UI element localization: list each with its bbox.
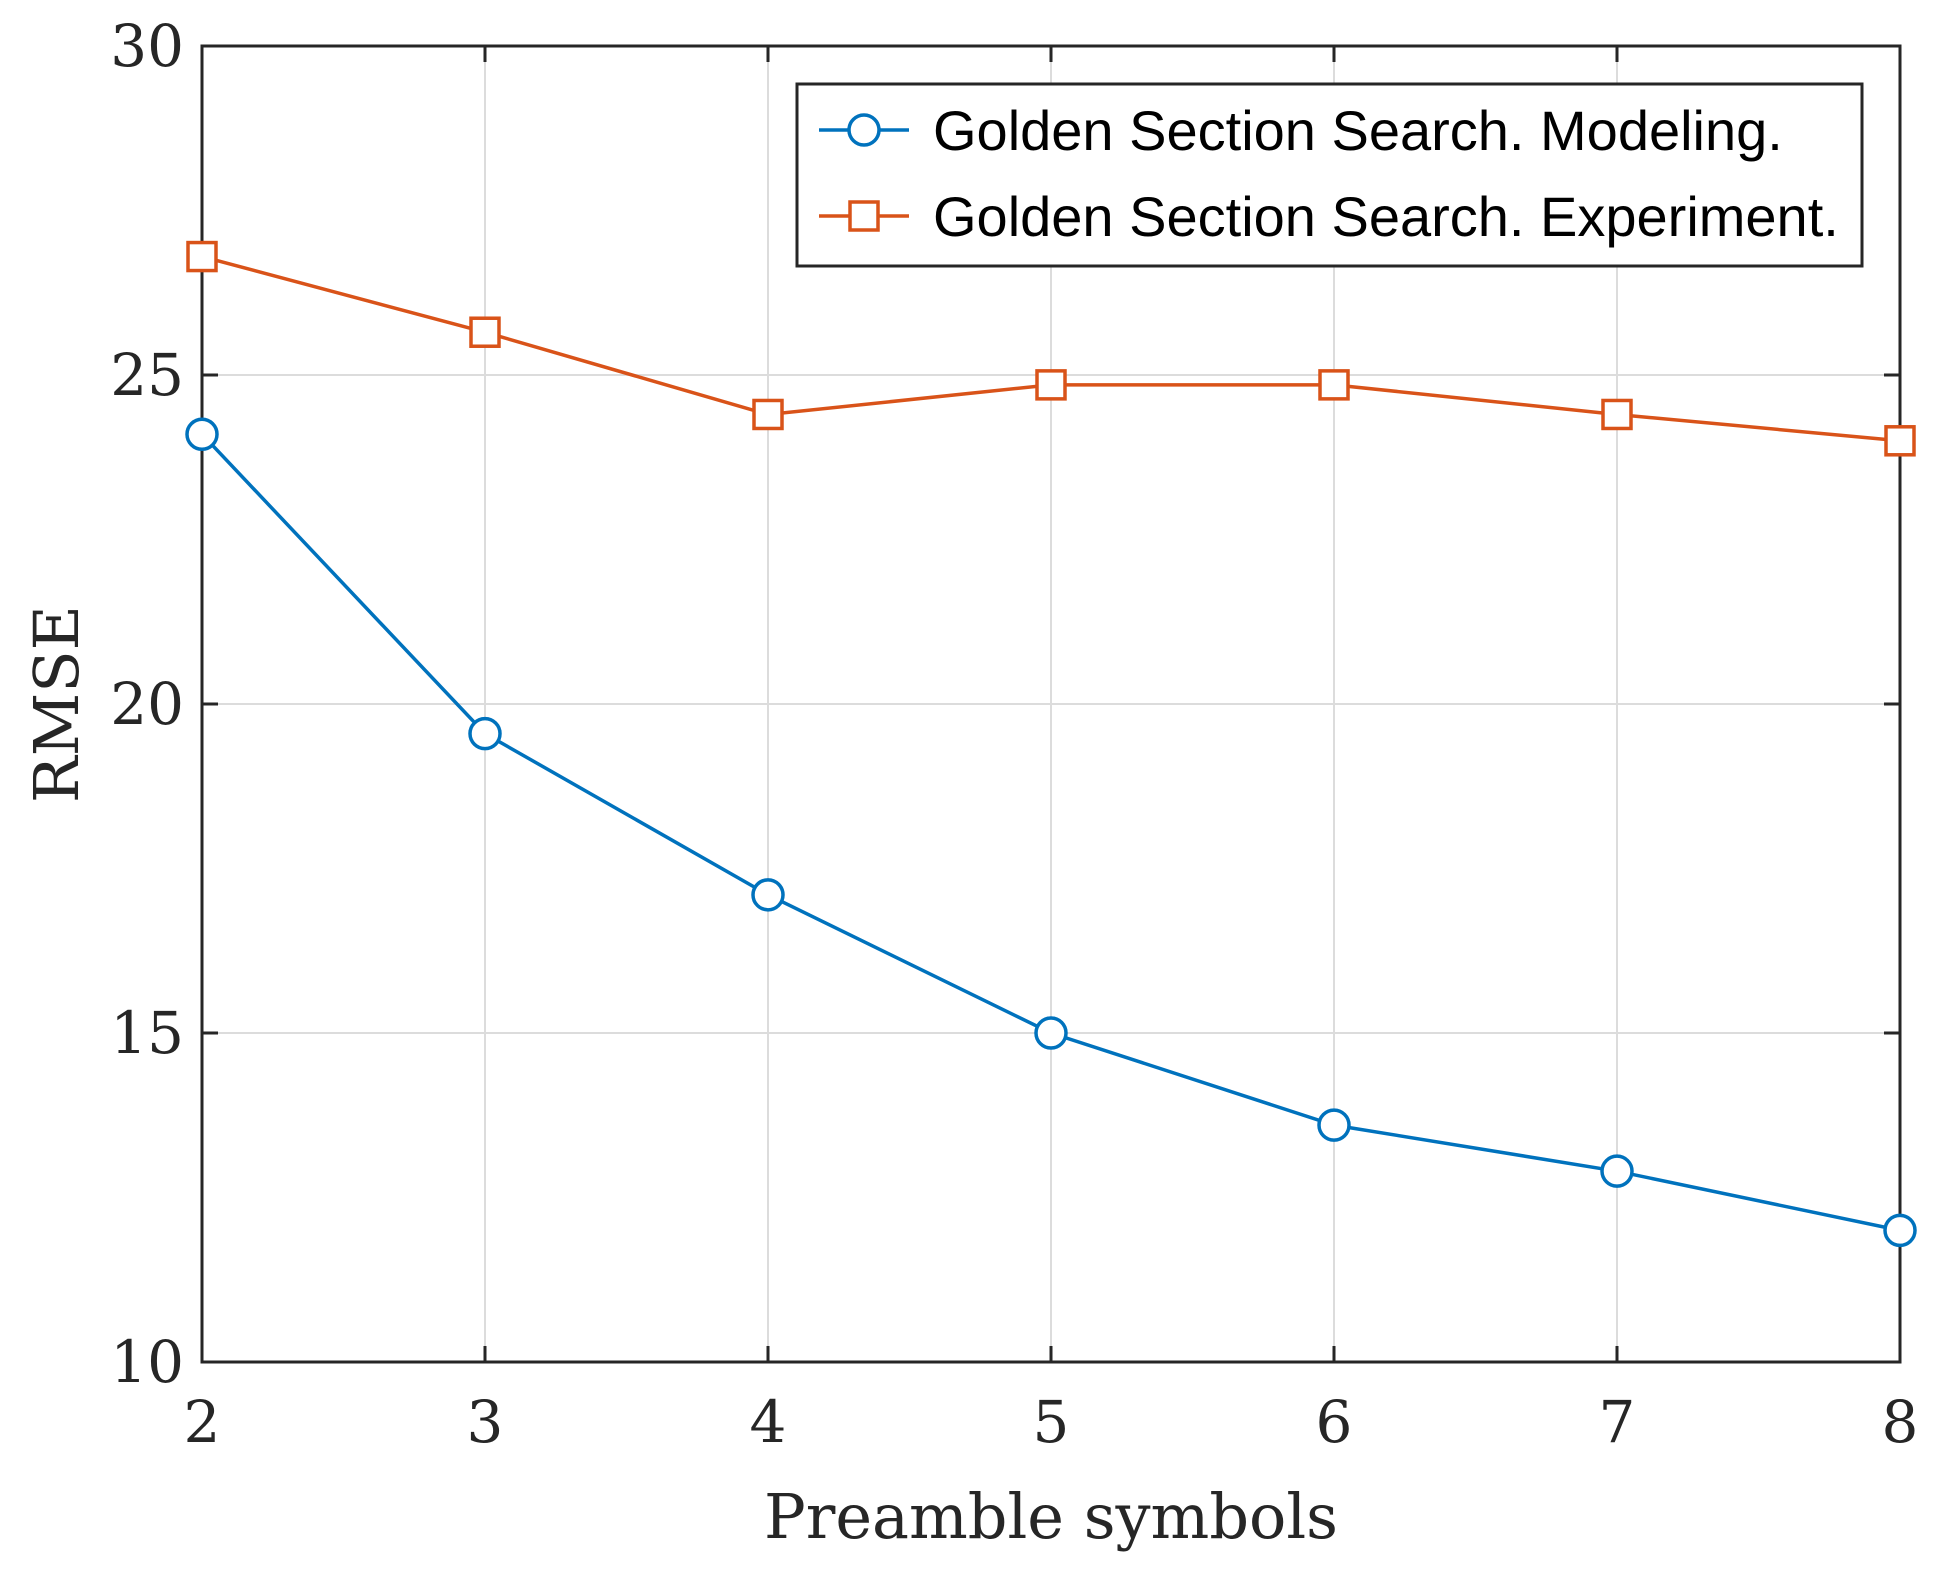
x-tick-label: 3 <box>467 1388 504 1456</box>
legend-marker <box>847 113 881 147</box>
y-tick-label: 30 <box>110 12 184 80</box>
legend-entry-label: Golden Section Search. Modeling. <box>933 99 1783 162</box>
x-tick-label: 4 <box>750 1388 787 1456</box>
y-tick-label: 25 <box>110 341 184 409</box>
data-point <box>185 417 219 451</box>
y-axis-title: RMSE <box>20 605 93 803</box>
y-tick-label: 15 <box>110 999 184 1067</box>
data-point <box>1884 425 1916 457</box>
data-point <box>1601 398 1633 431</box>
y-tick-label: 20 <box>110 670 184 738</box>
y-tick-label: 10 <box>110 1328 184 1396</box>
data-point <box>752 398 784 431</box>
data-point <box>1035 369 1067 401</box>
x-tick-label: 2 <box>184 1388 221 1456</box>
legend-entry-label: Golden Section Search. Experiment. <box>933 185 1839 248</box>
data-point <box>469 316 501 348</box>
data-point <box>751 878 785 912</box>
legend-marker <box>848 200 880 232</box>
x-tick-label: 8 <box>1882 1388 1919 1456</box>
data-point <box>1883 1213 1917 1248</box>
legend: Golden Section Search. Modeling. Golden S… <box>795 82 1864 268</box>
series-experiment <box>186 240 1916 457</box>
axis-ticks: 2 3 4 5 6 7 8 10 15 20 25 30 <box>110 12 1918 1456</box>
x-tick-label: 5 <box>1033 1388 1070 1456</box>
series-group <box>185 240 1917 1248</box>
data-point <box>1034 1016 1068 1050</box>
series-modeling <box>185 417 1917 1248</box>
x-tick-label: 7 <box>1599 1388 1636 1456</box>
data-point <box>186 240 218 273</box>
data-point <box>1318 369 1350 401</box>
data-point <box>468 716 502 751</box>
data-point <box>1600 1154 1634 1188</box>
data-point <box>1317 1108 1351 1142</box>
legend-box <box>795 82 1864 268</box>
x-tick-label: 6 <box>1316 1388 1353 1456</box>
x-axis-title: Preamble symbols <box>764 1480 1338 1553</box>
